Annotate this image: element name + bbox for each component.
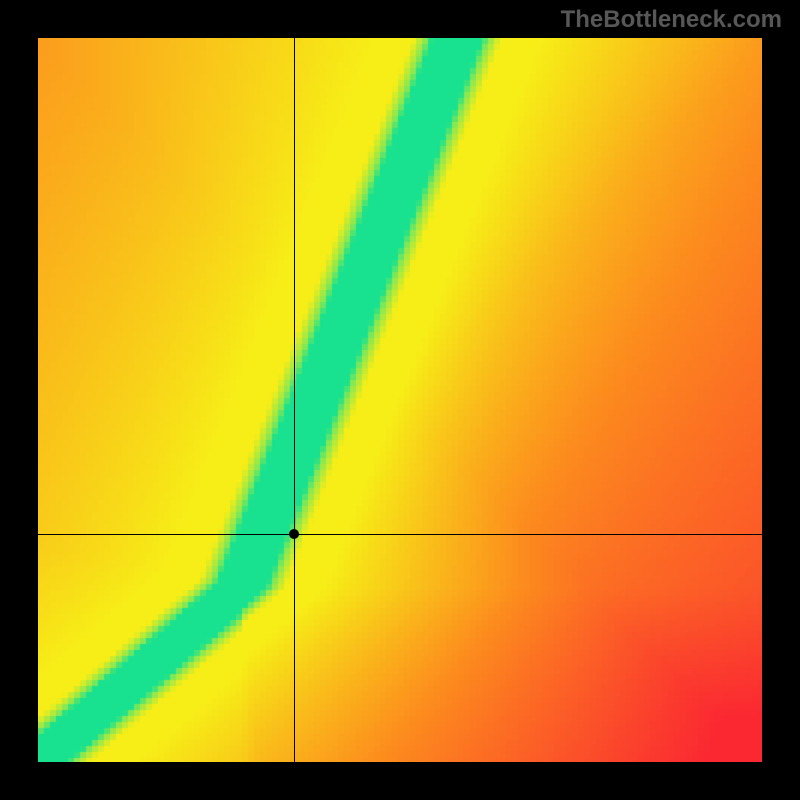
heatmap-plot	[38, 38, 762, 762]
crosshair-horizontal	[38, 534, 762, 535]
marker-dot	[289, 529, 299, 539]
watermark-text: TheBottleneck.com	[561, 6, 782, 34]
crosshair-vertical	[294, 38, 295, 762]
heatmap-canvas	[38, 38, 762, 762]
chart-container: TheBottleneck.com	[0, 0, 800, 800]
